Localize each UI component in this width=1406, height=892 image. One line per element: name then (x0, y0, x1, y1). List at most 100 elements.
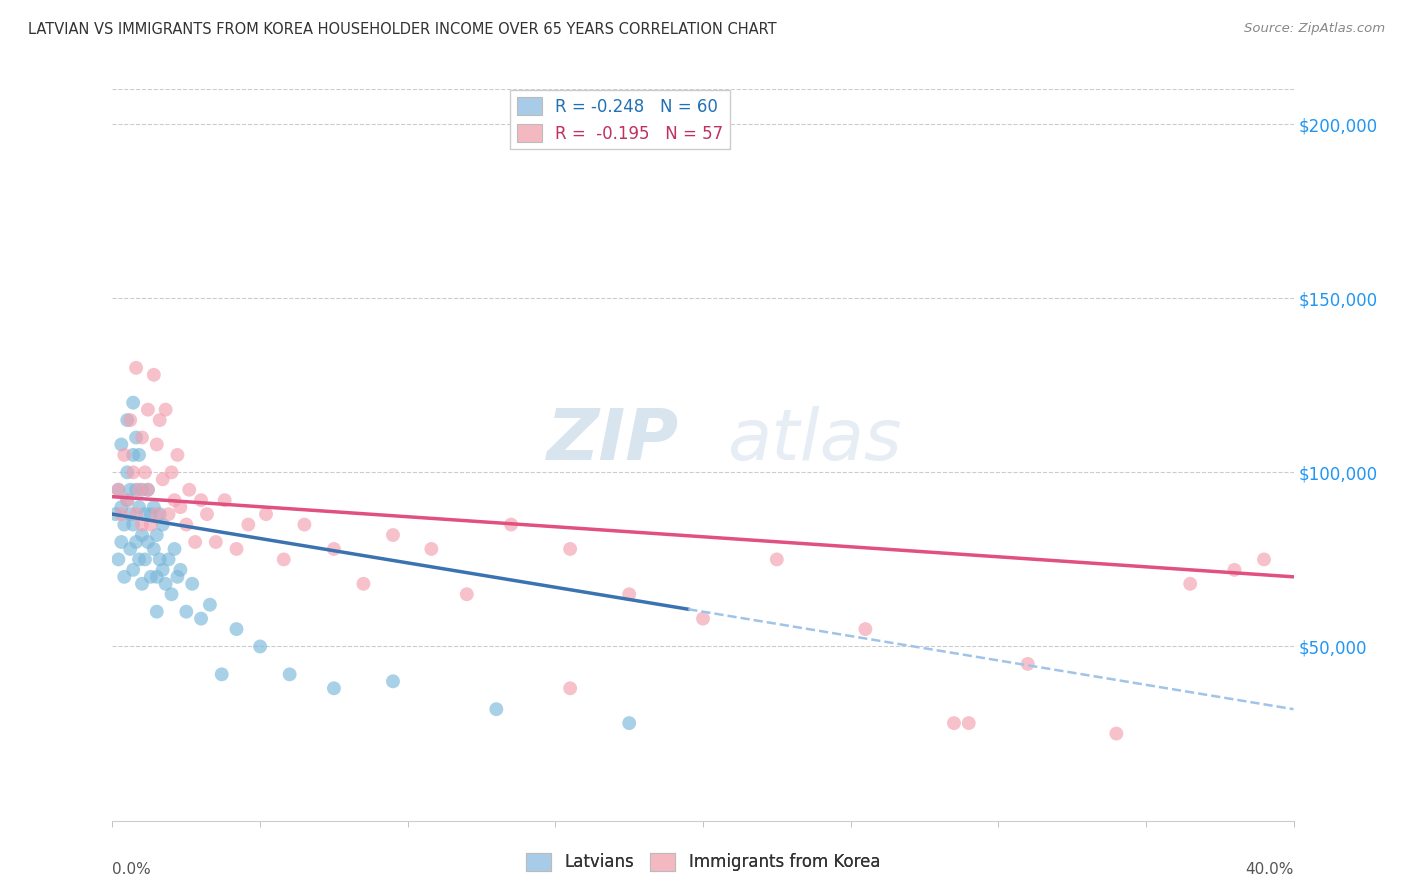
Point (382, 528, 405, 542)
Point (166, 570, 188, 584)
Point (142, 500, 165, 515)
Point (136, 402, 159, 417)
Point (249, 640, 271, 654)
Point (214, 493, 236, 508)
Point (155, 576, 177, 591)
Point (107, 483, 129, 497)
Point (420, 541, 443, 556)
Point (157, 552, 180, 566)
Point (125, 360, 148, 375)
Point (292, 517, 315, 532)
Point (112, 448, 135, 462)
Point (120, 413, 142, 427)
Point (139, 570, 162, 584)
Point (112, 570, 135, 584)
Point (117, 493, 138, 508)
Point (125, 483, 148, 497)
Point (134, 466, 156, 480)
Text: 40.0%: 40.0% (1246, 863, 1294, 878)
Point (619, 716, 641, 731)
Point (110, 535, 132, 549)
Point (352, 576, 374, 591)
Point (131, 576, 153, 591)
Point (190, 493, 212, 508)
Point (152, 472, 174, 486)
Point (323, 541, 346, 556)
Text: LATVIAN VS IMMIGRANTS FROM KOREA HOUSEHOLDER INCOME OVER 65 YEARS CORRELATION CH: LATVIAN VS IMMIGRANTS FROM KOREA HOUSEHO… (28, 22, 776, 37)
Point (273, 552, 295, 566)
Point (195, 507, 218, 521)
Point (323, 681, 346, 696)
Point (125, 507, 148, 521)
Point (184, 535, 207, 549)
Point (136, 535, 159, 549)
Text: atlas: atlas (727, 406, 901, 475)
Point (136, 483, 159, 497)
Point (485, 702, 508, 716)
Point (1105, 726, 1128, 740)
Point (128, 448, 150, 462)
Point (225, 541, 247, 556)
Point (169, 563, 191, 577)
Point (179, 483, 201, 497)
Point (157, 507, 180, 521)
Point (1178, 576, 1201, 591)
Point (128, 500, 150, 515)
Text: ZIP: ZIP (547, 406, 679, 475)
Legend: Latvians, Immigrants from Korea: Latvians, Immigrants from Korea (519, 847, 887, 878)
Point (238, 517, 260, 532)
Point (558, 681, 582, 696)
Point (160, 466, 183, 480)
Point (136, 483, 159, 497)
Point (117, 466, 138, 480)
Point (855, 622, 877, 636)
Point (107, 552, 129, 566)
Point (198, 598, 221, 612)
Point (110, 500, 132, 515)
Point (131, 517, 153, 532)
Point (142, 368, 165, 382)
Point (382, 674, 405, 689)
Point (169, 500, 191, 515)
Point (120, 541, 142, 556)
Point (120, 507, 142, 521)
Point (104, 507, 127, 521)
Point (122, 517, 145, 532)
Point (131, 528, 153, 542)
Point (146, 437, 169, 451)
Point (1223, 563, 1246, 577)
Point (957, 716, 980, 731)
Point (122, 563, 145, 577)
Point (139, 507, 162, 521)
Point (692, 612, 714, 626)
Point (117, 413, 138, 427)
Point (619, 587, 641, 601)
Point (254, 507, 277, 521)
Point (146, 605, 169, 619)
Point (139, 517, 162, 532)
Point (128, 483, 150, 497)
Point (558, 541, 582, 556)
Point (128, 552, 150, 566)
Point (122, 448, 145, 462)
Point (117, 493, 138, 508)
Point (107, 483, 129, 497)
Point (278, 667, 301, 681)
Point (122, 466, 145, 480)
Point (163, 493, 186, 508)
Point (142, 541, 165, 556)
Point (131, 430, 153, 444)
Point (131, 483, 153, 497)
Point (174, 517, 197, 532)
Point (174, 605, 197, 619)
Point (110, 437, 132, 451)
Text: 0.0%: 0.0% (112, 863, 152, 878)
Point (501, 517, 523, 532)
Point (149, 552, 172, 566)
Point (205, 535, 228, 549)
Point (125, 430, 148, 444)
Point (166, 448, 188, 462)
Point (155, 402, 177, 417)
Text: Source: ZipAtlas.com: Source: ZipAtlas.com (1244, 22, 1385, 36)
Point (146, 528, 169, 542)
